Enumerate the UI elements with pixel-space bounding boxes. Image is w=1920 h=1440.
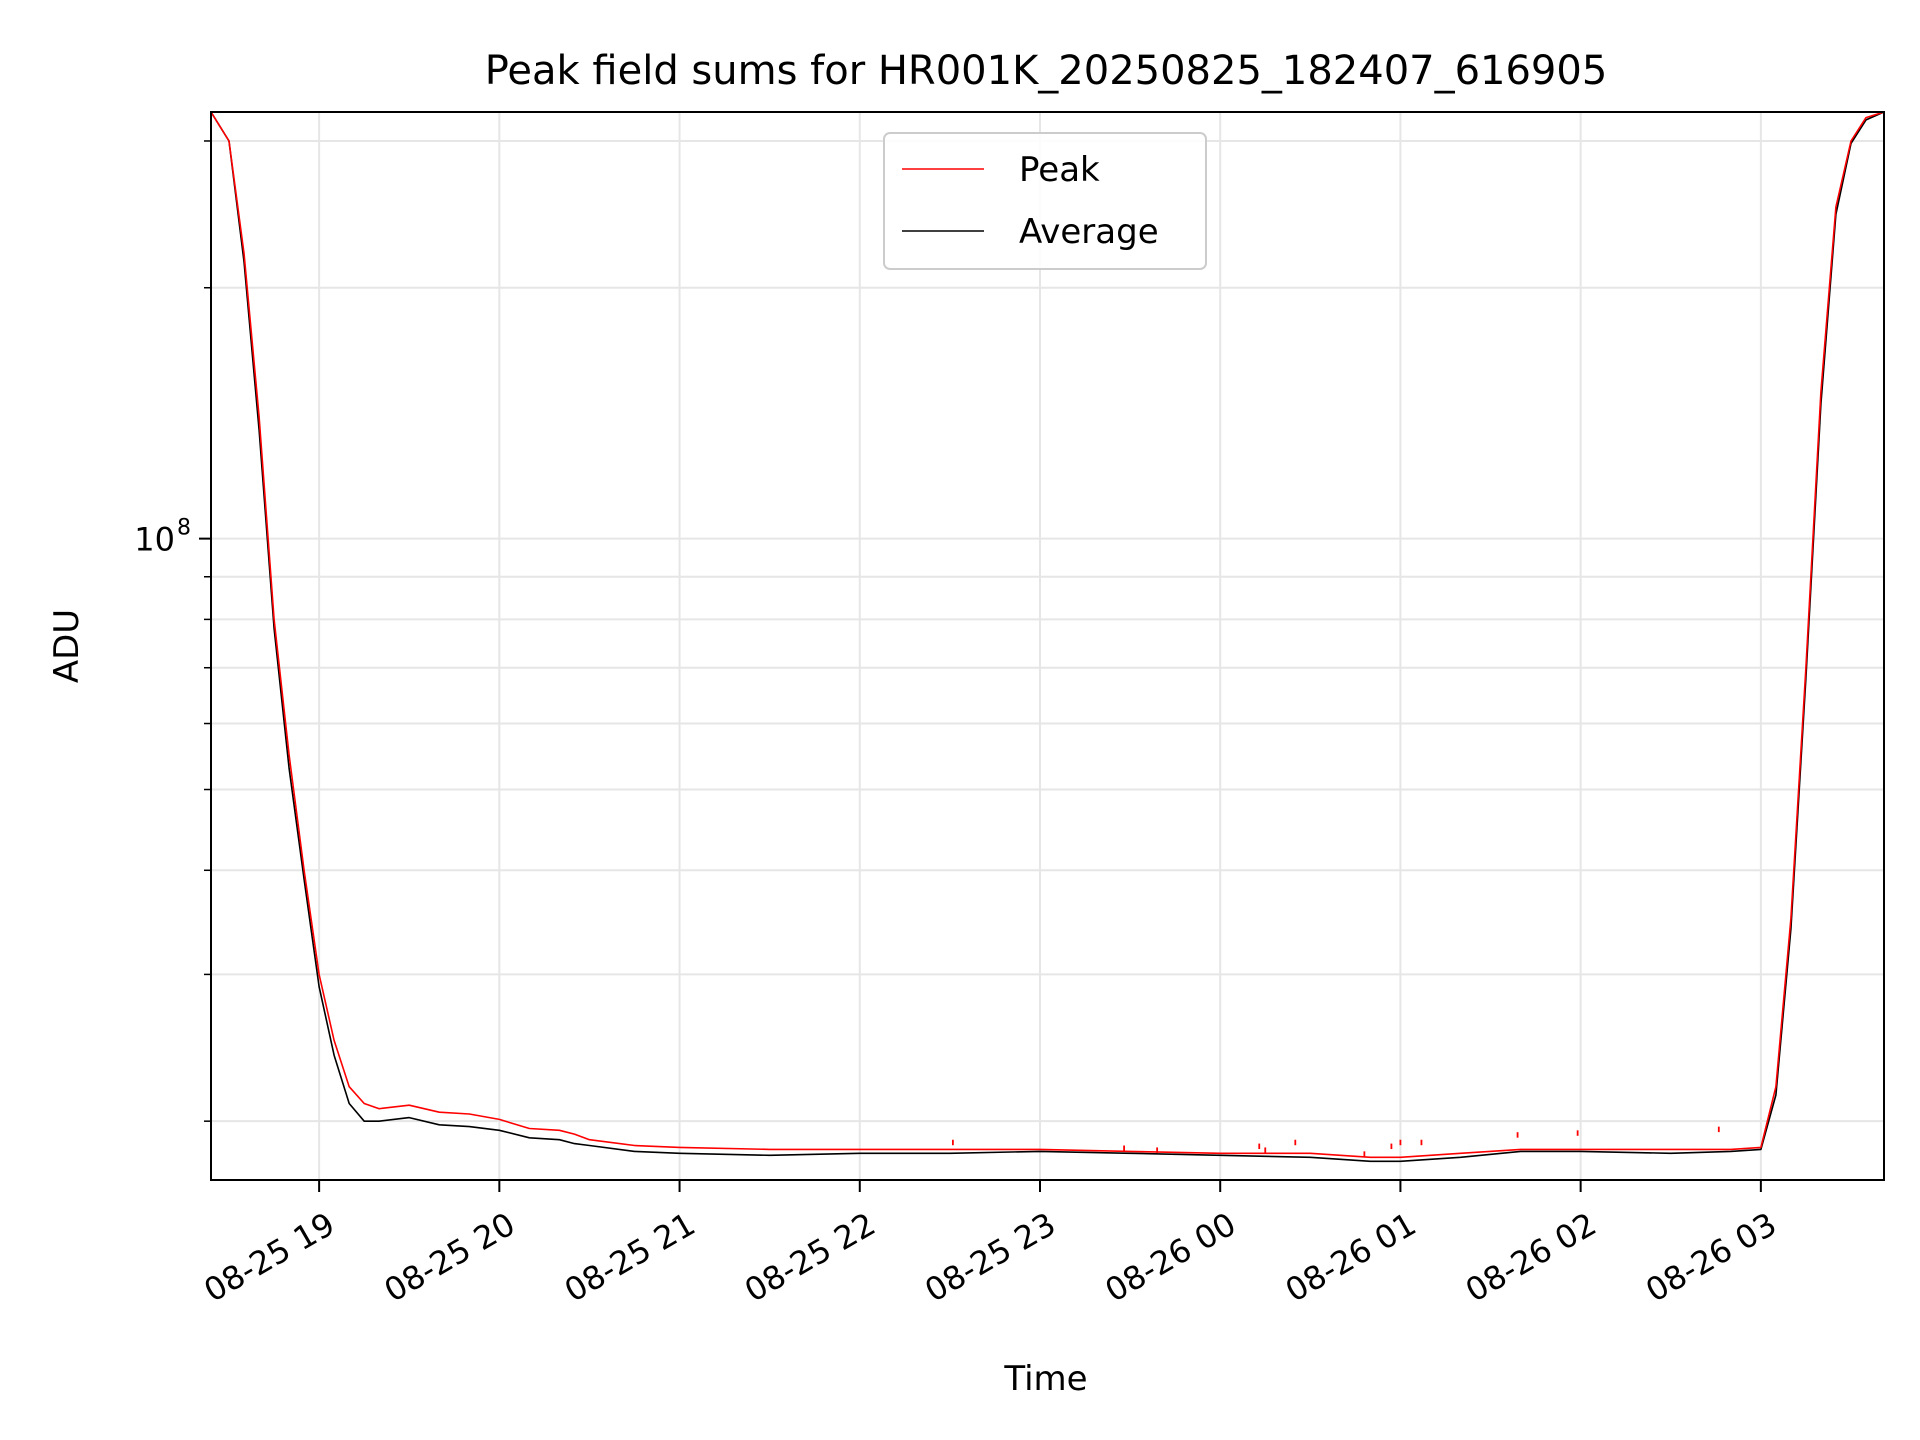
legend: Peak Average — [883, 132, 1207, 270]
chart-title: Peak field sums for HR001K_20250825_1824… — [485, 48, 1608, 94]
y-axis-label: ADU — [47, 609, 87, 683]
x-axis-label: Time — [1003, 1359, 1087, 1399]
y-tick-label: 10 — [134, 521, 175, 559]
legend-label-peak: Peak — [1019, 150, 1100, 190]
y-axis: 10 8 — [134, 140, 211, 1122]
legend-box — [883, 132, 1207, 270]
plot-frame — [210, 111, 1885, 1181]
legend-label-average: Average — [1019, 212, 1159, 252]
y-tick-label-exponent: 8 — [177, 516, 191, 541]
series-layer — [211, 112, 1884, 1163]
series-line-average — [211, 112, 1884, 1163]
grid — [211, 112, 1884, 1180]
series-line-peak — [211, 112, 1884, 1159]
